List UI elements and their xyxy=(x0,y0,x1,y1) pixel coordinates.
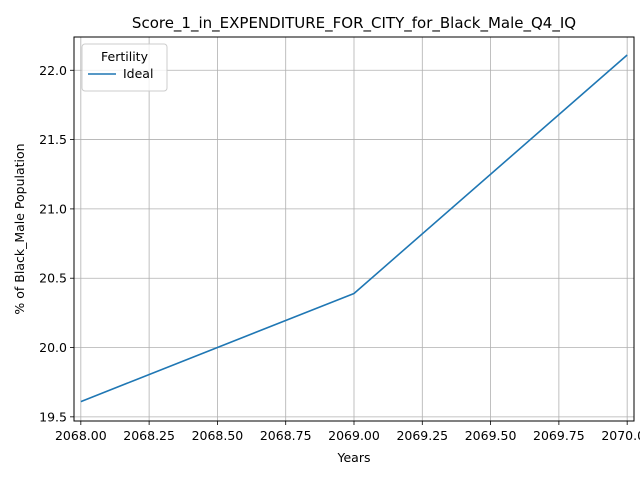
y-tick-label: 20.0 xyxy=(39,340,67,355)
x-tick-label: 2068.25 xyxy=(123,428,175,443)
y-tick-label: 19.5 xyxy=(39,409,67,424)
legend: Fertility Ideal xyxy=(81,43,168,92)
legend-box xyxy=(81,43,168,92)
series-layer xyxy=(80,54,628,403)
x-tick-label: 2069.75 xyxy=(533,428,585,443)
ticks: 2068.00 2068.25 2068.50 2068.75 2069.00 2069.… xyxy=(39,63,640,443)
y-tick-label: 21.5 xyxy=(39,132,67,147)
x-tick-label: 2069.25 xyxy=(396,428,448,443)
y-axis-label: % of Black_Male Population xyxy=(12,143,27,314)
x-tick-label: 2069.50 xyxy=(465,428,517,443)
series-line-ideal xyxy=(80,54,628,403)
x-tick-label: 2068.75 xyxy=(260,428,312,443)
legend-entries: Ideal xyxy=(88,66,153,81)
x-tick-label: 2068.50 xyxy=(192,428,244,443)
x-tick-label: 2069.00 xyxy=(328,428,380,443)
x-axis-label: Years xyxy=(337,450,371,465)
grid xyxy=(74,37,634,421)
y-tick-label: 21.0 xyxy=(39,201,67,216)
y-tick-label: 22.0 xyxy=(39,63,67,78)
chart-title: Score_1_in_EXPENDITURE_FOR_CITY_for_Blac… xyxy=(132,14,576,33)
legend-title: Fertility xyxy=(101,49,149,64)
x-tick-label: 2070.00 xyxy=(601,428,640,443)
legend-entry-label: Ideal xyxy=(123,66,153,81)
y-tick-label: 20.5 xyxy=(39,271,67,286)
x-tick-label: 2068.00 xyxy=(55,428,107,443)
